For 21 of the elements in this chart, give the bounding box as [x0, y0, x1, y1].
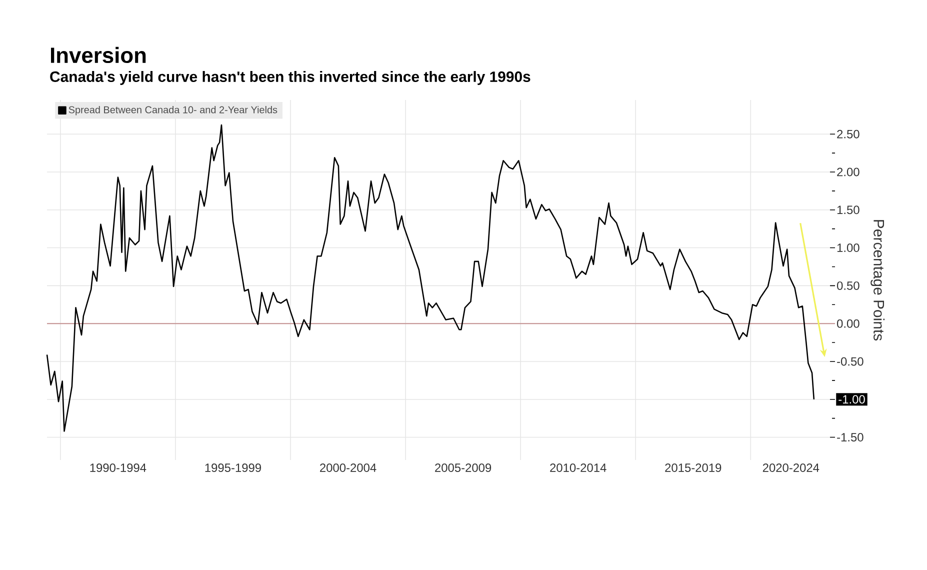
- y-tick-label: 2.00: [837, 168, 860, 176]
- y-tick-label: -0.50: [837, 357, 864, 366]
- y-tick-label: 2.50: [837, 130, 860, 138]
- x-tick-label: 2010-2014: [550, 464, 606, 472]
- y-tick-label: 1.50: [837, 206, 860, 214]
- y-tick-label: -1.50: [837, 433, 864, 442]
- y-tick-label: 1.00: [837, 244, 860, 252]
- line-series: [46, 124, 815, 432]
- chart-title: Inversion: [50, 46, 146, 64]
- x-tick-label: 2005-2009: [435, 464, 492, 472]
- x-tick-label: 2000-2004: [320, 464, 376, 472]
- y-tick-label: 0.00: [837, 319, 860, 328]
- x-tick-label: 1995-1999: [205, 464, 261, 472]
- annotation: -1.00: [838, 395, 865, 404]
- x-tick-label: 2015-2019: [665, 464, 722, 472]
- y-tick-label: 0.50: [837, 281, 860, 290]
- x-tick-label: 2020-2024: [762, 464, 820, 472]
- x-tick-label: 1990-1994: [90, 464, 146, 472]
- legend-label: Spread Between Canada 10- and 2-Year Yields: [68, 106, 278, 116]
- chart-subtitle: Canada's yield curve hasn't been this inverted since the early 1990s: [50, 71, 530, 85]
- y-axis-title: Percentage Points: [870, 220, 885, 340]
